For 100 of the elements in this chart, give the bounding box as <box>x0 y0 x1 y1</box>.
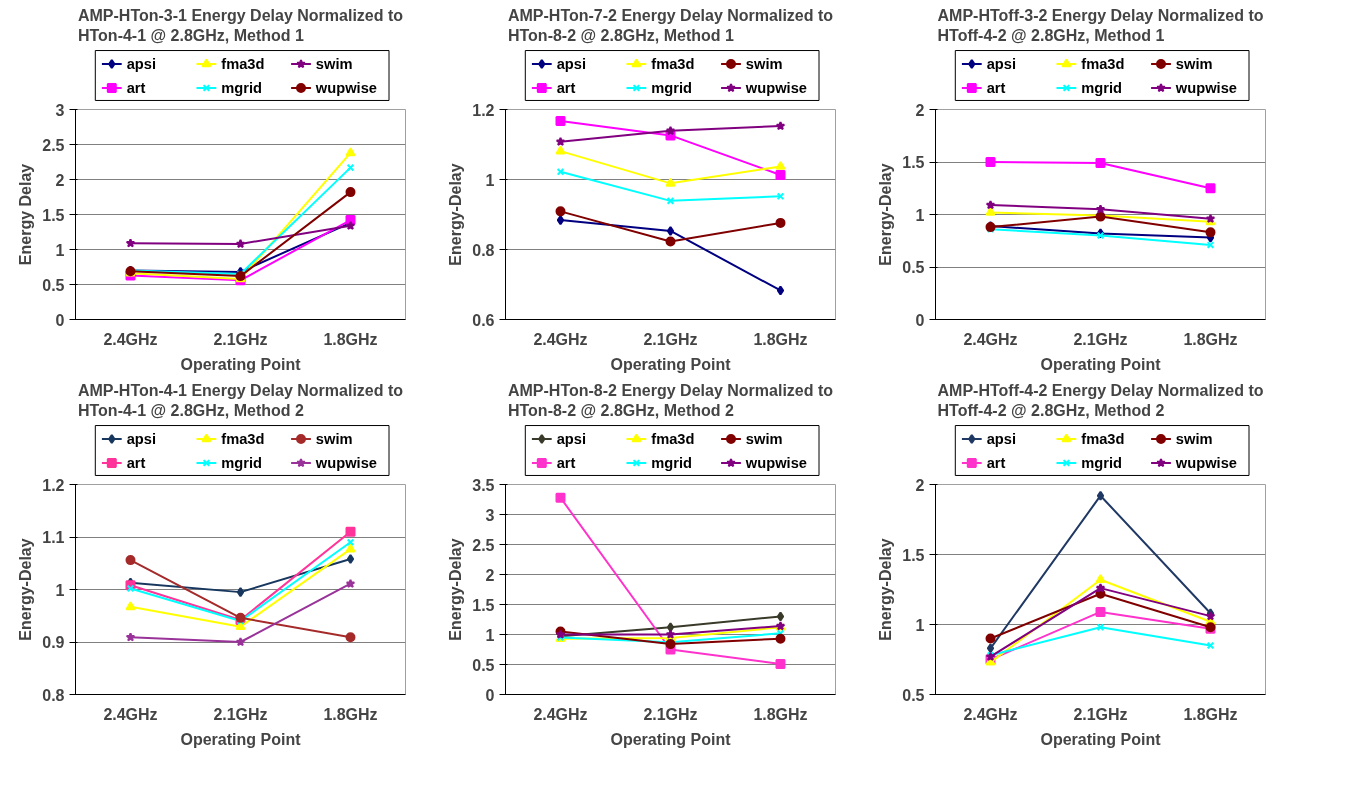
chart-title: AMP-HTon-8-2 Energy Delay Normalized to HTon-8-2 @ 2.8GHz, Method 2 <box>507 382 834 420</box>
y-tick-label: 2 <box>55 171 65 189</box>
x-tick-label: 2.4GHz <box>963 705 1018 723</box>
legend-label: mgrid <box>651 79 692 96</box>
x-tick-label: 1.8GHz <box>753 330 808 348</box>
legend-label: art <box>126 454 146 471</box>
y-axis-title: Energy-Delay <box>17 538 35 641</box>
y-tick-label: 1 <box>485 626 495 644</box>
legend-label: wupwise <box>744 79 807 96</box>
y-tick-label: 1.1 <box>42 529 65 546</box>
y-tick-label: 1 <box>915 206 925 224</box>
y-tick-label: 0.5 <box>472 656 495 674</box>
x-tick-label: 1.8GHz <box>1183 330 1238 348</box>
x-tick-label: 2.1GHz <box>1073 705 1128 723</box>
legend-label: swim <box>315 431 353 448</box>
y-axis-title: Energy-Delay <box>447 538 465 641</box>
y-tick-label: 0.5 <box>902 686 925 704</box>
legend-label: wupwise <box>744 454 807 471</box>
y-tick-label: 1.5 <box>472 596 495 614</box>
x-tick-label: 2.4GHz <box>533 330 588 348</box>
y-tick-label: 0.8 <box>42 686 65 704</box>
legend-label: apsi <box>556 431 586 448</box>
y-tick-label: 3 <box>55 101 65 119</box>
chart-title: AMP-HToff-4-2 Energy Delay Normalized to HToff-4-2 @ 2.8GHz, Method 2 <box>937 382 1264 420</box>
x-tick-label: 2.1GHz <box>643 705 698 723</box>
legend-label: wupwise <box>1174 454 1237 471</box>
x-tick-label: 2.1GHz <box>643 330 698 348</box>
legend-label: mgrid <box>651 454 692 471</box>
y-tick-label: 0 <box>915 311 925 329</box>
legend-label: mgrid <box>221 454 262 471</box>
legend-label: apsi <box>126 431 156 448</box>
y-tick-label: 0.8 <box>472 241 495 259</box>
y-axis-title: Energy-Delay <box>447 163 465 266</box>
legend-label: swim <box>315 56 353 73</box>
y-tick-label: 0.5 <box>42 276 65 294</box>
y-tick-label: 0.6 <box>472 311 495 329</box>
y-tick-label: 0.9 <box>42 634 65 651</box>
legend-label: swim <box>745 431 783 448</box>
legend-label: mgrid <box>221 79 262 96</box>
y-tick-label: 2.5 <box>472 536 495 554</box>
y-axis-title: Energy Delay <box>17 163 35 266</box>
y-tick-label: 1 <box>485 171 495 189</box>
x-tick-label: 2.4GHz <box>533 705 588 723</box>
y-axis-title: Energy-Delay <box>877 163 895 266</box>
legend-label: fma3d <box>1081 431 1125 448</box>
x-tick-label: 2.4GHz <box>103 330 158 348</box>
legend-label: art <box>126 79 146 96</box>
legend-label: fma3d <box>651 431 695 448</box>
y-tick-label: 1 <box>915 616 925 634</box>
legend-label: art <box>986 454 1006 471</box>
legend-label: apsi <box>126 56 156 73</box>
legend-label: swim <box>1175 56 1213 73</box>
y-tick-label: 0 <box>485 686 495 704</box>
legend-label: art <box>986 79 1006 96</box>
legend-label: apsi <box>986 56 1016 73</box>
legend-label: fma3d <box>651 56 695 73</box>
legend-label: apsi <box>556 56 586 73</box>
x-tick-label: 2.1GHz <box>213 705 268 723</box>
x-axis-title: Operating Point <box>1040 730 1162 748</box>
x-axis-title: Operating Point <box>180 730 302 748</box>
y-tick-label: 1.5 <box>42 206 65 224</box>
chart-title: AMP-HToff-3-2 Energy Delay Normalized to HToff-4-2 @ 2.8GHz, Method 1 <box>937 7 1264 45</box>
y-tick-label: 1.5 <box>902 546 925 564</box>
x-tick-label: 2.4GHz <box>103 705 158 723</box>
legend-label: art <box>556 454 576 471</box>
y-tick-label: 3 <box>485 506 495 524</box>
x-tick-label: 1.8GHz <box>323 330 378 348</box>
legend-label: mgrid <box>1081 79 1122 96</box>
legend-label: apsi <box>986 431 1016 448</box>
x-axis-title: Operating Point <box>1040 355 1162 373</box>
chart-title: AMP-HTon-3-1 Energy Delay Normalized to HTon-4-1 @ 2.8GHz, Method 1 <box>77 7 404 45</box>
y-tick-label: 1.2 <box>472 101 495 119</box>
y-tick-label: 1.5 <box>902 154 925 171</box>
y-tick-label: 0 <box>55 311 65 329</box>
x-tick-label: 1.8GHz <box>323 705 378 723</box>
y-tick-label: 2.5 <box>42 136 65 154</box>
y-tick-label: 2 <box>485 566 495 584</box>
x-tick-label: 2.1GHz <box>213 330 268 348</box>
legend-label: fma3d <box>1081 56 1125 73</box>
y-tick-label: 1 <box>55 581 65 599</box>
y-tick-label: 1 <box>55 241 65 259</box>
x-axis-title: Operating Point <box>180 355 302 373</box>
legend-label: wupwise <box>314 79 377 96</box>
y-tick-label: 1.2 <box>42 476 65 494</box>
x-tick-label: 1.8GHz <box>753 705 808 723</box>
y-tick-label: 0.5 <box>902 259 925 276</box>
legend-label: art <box>556 79 576 96</box>
legend-label: swim <box>745 56 783 73</box>
y-axis-title: Energy-Delay <box>877 538 895 641</box>
y-tick-label: 3.5 <box>472 476 495 494</box>
legend-label: swim <box>1175 431 1213 448</box>
legend-label: fma3d <box>221 431 265 448</box>
legend-label: wupwise <box>1174 79 1237 96</box>
y-tick-label: 2 <box>915 476 925 494</box>
x-tick-label: 2.4GHz <box>963 330 1018 348</box>
legend-label: mgrid <box>1081 454 1122 471</box>
x-tick-label: 1.8GHz <box>1183 705 1238 723</box>
legend-label: wupwise <box>314 454 377 471</box>
x-tick-label: 2.1GHz <box>1073 330 1128 348</box>
legend-label: fma3d <box>221 56 265 73</box>
